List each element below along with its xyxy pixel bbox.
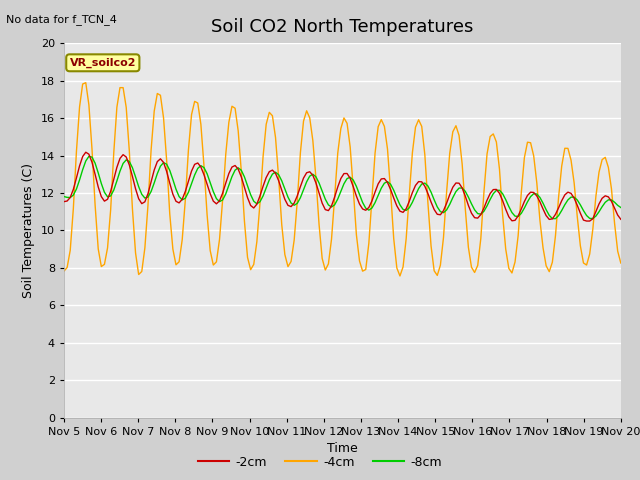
- Title: Soil CO2 North Temperatures: Soil CO2 North Temperatures: [211, 18, 474, 36]
- Legend: -2cm, -4cm, -8cm: -2cm, -4cm, -8cm: [193, 451, 447, 474]
- Text: No data for f_TCN_4: No data for f_TCN_4: [6, 14, 117, 25]
- Text: VR_soilco2: VR_soilco2: [70, 58, 136, 68]
- X-axis label: Time: Time: [327, 442, 358, 455]
- Y-axis label: Soil Temperatures (C): Soil Temperatures (C): [22, 163, 35, 298]
